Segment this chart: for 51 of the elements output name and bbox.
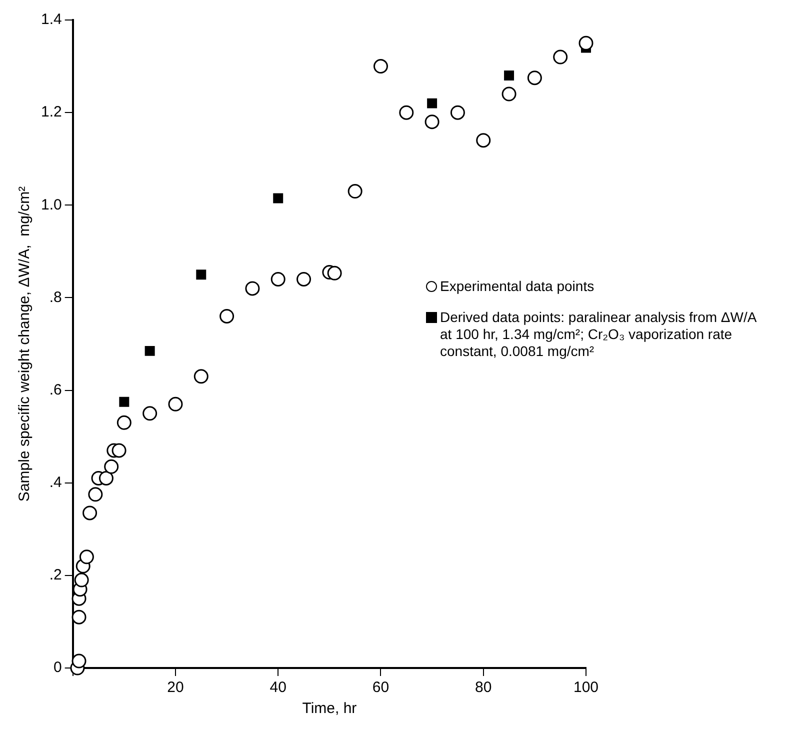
point [104, 459, 119, 474]
point [504, 70, 514, 81]
y-tick-label: .8 [49, 288, 62, 306]
y-tick-label: 1.0 [40, 196, 62, 214]
point [119, 396, 130, 407]
y-tick-label: .2 [49, 566, 62, 584]
point [79, 550, 94, 564]
point [98, 470, 114, 486]
point [327, 266, 342, 280]
point [74, 572, 89, 588]
point [373, 59, 388, 74]
point [427, 98, 438, 108]
point [116, 415, 132, 430]
x-axis-title: Time, hr [302, 700, 357, 718]
y-axis-title: Sample specific weight change, ΔW/A, mg/cm² [16, 186, 34, 502]
point [72, 654, 86, 668]
point [88, 487, 103, 502]
point [144, 346, 155, 356]
y-tick-label: .6 [49, 381, 62, 398]
point [476, 133, 491, 148]
x-tick-label: 20 [167, 679, 184, 696]
x-tick-label: 40 [270, 679, 286, 696]
point [348, 184, 362, 199]
y-tick-label: 1.4 [40, 11, 62, 28]
point [273, 193, 284, 204]
point [502, 86, 516, 102]
point [168, 396, 183, 412]
point [220, 308, 234, 324]
point [72, 610, 86, 624]
point [450, 105, 465, 120]
x-tick-label: 80 [475, 679, 492, 696]
point [194, 369, 208, 384]
point [112, 443, 126, 458]
y-tick-label: .4 [49, 474, 62, 491]
point [527, 70, 542, 86]
point [296, 272, 312, 286]
point [245, 281, 260, 296]
point [553, 50, 568, 64]
point [399, 105, 414, 120]
point [424, 114, 440, 130]
x-tick-label: 60 [372, 679, 390, 696]
legend-label: Experimental data points [440, 278, 596, 295]
y-tick-label: 0 [54, 659, 62, 676]
legend-label: Derived data points: paralinear analysis from ΔW/A at 100 hr, 1.34 mg/cm²; Cr₂O₃ vaporization rate constant, 0.0081 mg/cm² [440, 309, 758, 360]
y-tick-label: 1.2 [40, 104, 62, 121]
point [578, 36, 594, 50]
x-tick-label: 100 [573, 679, 599, 696]
point [270, 272, 286, 286]
point [142, 406, 158, 421]
point [82, 506, 98, 520]
point [196, 270, 206, 280]
